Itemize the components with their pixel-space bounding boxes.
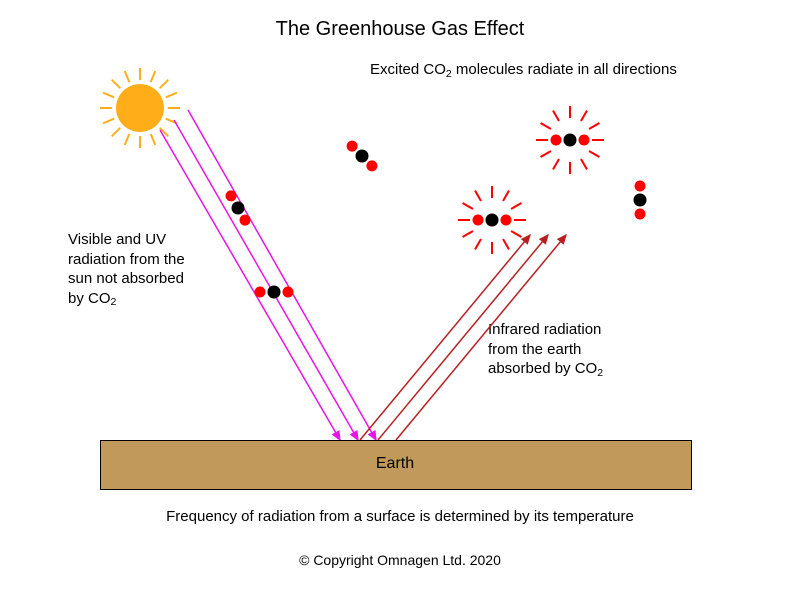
sun-ray <box>151 134 156 145</box>
oxygen-atom <box>473 215 484 226</box>
radiation-dash <box>553 111 559 121</box>
co2-molecule <box>347 141 378 172</box>
sun-ray <box>125 71 130 82</box>
visible-uv-label: Visible and UVradiation from thesun not … <box>68 230 228 308</box>
oxygen-atom <box>501 215 512 226</box>
radiation-dash <box>541 123 551 129</box>
diagram-title: The Greenhouse Gas Effect <box>0 18 800 41</box>
radiation-dash <box>503 191 509 201</box>
sun-ray <box>112 128 120 136</box>
oxygen-atom <box>347 141 358 152</box>
oxygen-atom <box>366 160 377 171</box>
earth-label: Earth <box>100 455 690 473</box>
co2-molecule <box>634 181 647 220</box>
excited-co2-label: Excited CO2 molecules radiate in all dir… <box>370 60 750 80</box>
sun-ray <box>151 71 156 82</box>
carbon-atom <box>634 194 647 207</box>
copyright-text: © Copyright Omnagen Ltd. 2020 <box>0 552 800 568</box>
carbon-atom <box>564 134 577 147</box>
radiation-dash <box>463 203 473 209</box>
oxygen-atom <box>635 181 646 192</box>
infrared-label: Infrared radiationfrom the earthabsorbed… <box>488 320 668 379</box>
carbon-atom <box>486 214 499 227</box>
sun-ray <box>103 93 114 98</box>
radiation-dash <box>475 239 481 249</box>
co2-molecule <box>255 286 294 299</box>
sun-ray <box>160 128 168 136</box>
sun-ray <box>160 80 168 88</box>
oxygen-atom <box>283 287 294 298</box>
sun-ray <box>103 119 114 124</box>
radiation-dash <box>589 151 599 157</box>
radiation-dash <box>541 151 551 157</box>
oxygen-atom <box>255 287 266 298</box>
sun-icon <box>116 84 164 132</box>
carbon-atom <box>232 202 245 215</box>
radiation-dash <box>553 159 559 169</box>
carbon-atom <box>268 286 281 299</box>
radiation-dash <box>581 111 587 121</box>
radiation-dash <box>463 231 473 237</box>
oxygen-atom <box>635 209 646 220</box>
sun-ray <box>166 93 177 98</box>
radiation-dash <box>589 123 599 129</box>
radiation-dash <box>475 191 481 201</box>
radiation-dash <box>503 239 509 249</box>
carbon-atom <box>356 150 369 163</box>
co2-molecule <box>226 190 251 225</box>
sun-ray <box>125 134 130 145</box>
sun-ray <box>166 119 177 124</box>
caption-text: Frequency of radiation from a surface is… <box>0 508 800 525</box>
co2-molecule <box>536 106 604 174</box>
radiation-dash <box>511 203 521 209</box>
oxygen-atom <box>226 190 237 201</box>
oxygen-atom <box>579 135 590 146</box>
co2-molecule <box>458 186 526 254</box>
oxygen-atom <box>240 215 251 226</box>
oxygen-atom <box>551 135 562 146</box>
sun-ray <box>112 80 120 88</box>
radiation-dash <box>581 159 587 169</box>
radiation-dash <box>511 231 521 237</box>
